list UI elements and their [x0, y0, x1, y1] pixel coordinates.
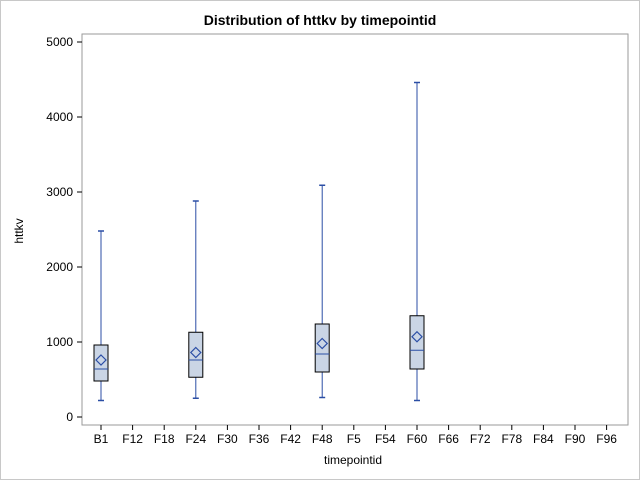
x-tick-label-F54: F54 — [375, 432, 396, 446]
x-tick-label-F12: F12 — [122, 432, 143, 446]
x-tick-label-F66: F66 — [438, 432, 459, 446]
x-axis: B1 F12 F18 F24 F30 F36 F42 F48 F5 F54 F60 F66 F72 F78… — [94, 425, 617, 446]
y-tick-label-1000: 1000 — [46, 335, 73, 349]
chart-title: Distribution of httkv by timepointid — [204, 12, 437, 28]
x-tick-label-F18: F18 — [154, 432, 175, 446]
mean-marker — [411, 330, 423, 343]
x-tick-label-F24: F24 — [185, 432, 206, 446]
x-tick-label-F90: F90 — [565, 432, 586, 446]
x-axis-label: timepointid — [324, 453, 382, 467]
y-tick-label-3000: 3000 — [46, 185, 73, 199]
y-tick-label-4000: 4000 — [46, 110, 73, 124]
mean-marker — [189, 346, 202, 359]
mean-marker — [316, 337, 329, 350]
y-axis: 0 1000 2000 3000 4000 5000 — [46, 35, 82, 424]
x-tick-label-F42: F42 — [280, 432, 301, 446]
box-F60 — [409, 81, 425, 402]
y-tick-label-5000: 5000 — [46, 35, 73, 49]
x-tick-label-F78: F78 — [501, 432, 522, 446]
y-axis-label: httkv — [12, 218, 26, 243]
x-tick-label-F72: F72 — [470, 432, 491, 446]
box-F24 — [188, 200, 204, 399]
iqr-box — [93, 344, 109, 382]
x-tick-label-F30: F30 — [217, 432, 238, 446]
box-B1 — [93, 230, 109, 402]
plot-area — [81, 33, 629, 426]
iqr-box — [188, 331, 204, 378]
y-tick-label-0: 0 — [66, 410, 73, 424]
x-tick-label-B1: B1 — [94, 432, 109, 446]
x-tick-label-F48: F48 — [312, 432, 333, 446]
box-series — [93, 81, 425, 402]
y-tick-label-2000: 2000 — [46, 260, 73, 274]
x-tick-label-F36: F36 — [249, 432, 270, 446]
mean-marker — [95, 354, 107, 366]
box-F48 — [314, 184, 330, 399]
x-tick-label-F5: F5 — [347, 432, 361, 446]
x-tick-label-F96: F96 — [596, 432, 617, 446]
x-tick-label-F84: F84 — [533, 432, 554, 446]
x-tick-label-F60: F60 — [407, 432, 428, 446]
